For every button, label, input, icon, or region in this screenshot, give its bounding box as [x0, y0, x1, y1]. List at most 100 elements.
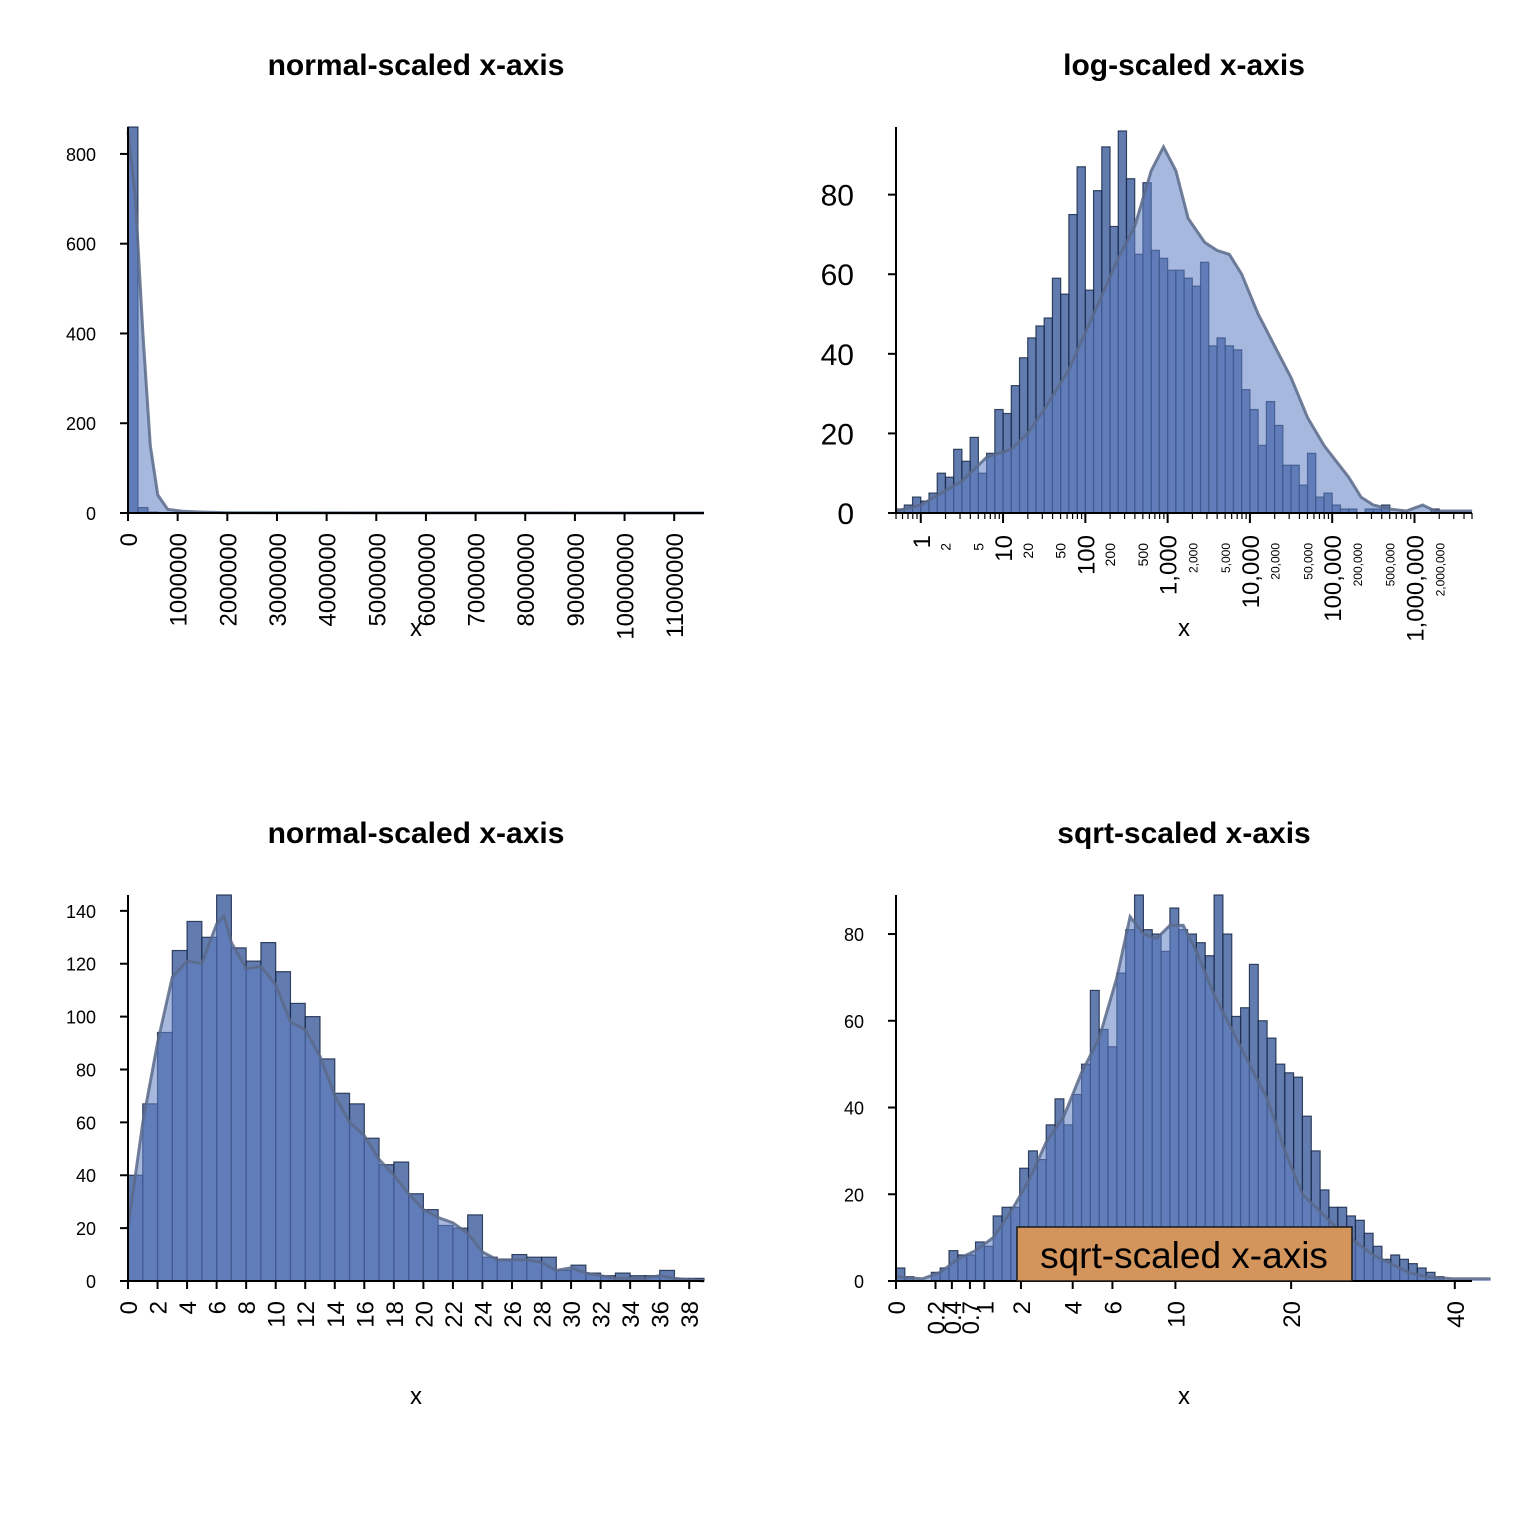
x-tick-label: 4: [175, 1301, 202, 1314]
y-tick-label: 100: [66, 1008, 96, 1028]
x-tick-label: 38: [677, 1301, 704, 1328]
x-tick-label: 0: [116, 1301, 143, 1314]
y-tick-label: 20: [76, 1219, 96, 1239]
x-tick-label: 3000000: [265, 533, 292, 626]
y-axis: 0 200 400 600 800: [66, 127, 129, 524]
x-tick-label: 16: [352, 1301, 379, 1328]
x-tick-label: 11000000: [662, 533, 689, 638]
x-tick-label: 2,000,000: [1433, 543, 1447, 597]
x-axis: 0 1000000 2000000 3000000 4000000 5000000 6000…: [116, 512, 704, 640]
y-tick-label: 0: [837, 498, 854, 531]
y-tick-label: 20: [821, 418, 854, 451]
x-tick-label: 1000000: [166, 533, 193, 626]
x-tick-label: 10000000: [613, 533, 640, 640]
x-tick-label: 100,000: [1320, 535, 1347, 622]
y-axis: 0 20 40 60 80: [844, 895, 897, 1292]
x-axis: 0 0.20.40.71 2 4 6 10 20 40: [884, 1280, 1472, 1334]
y-tick-label: 40: [821, 339, 854, 372]
y-tick-label: 0: [854, 1272, 864, 1292]
x-tick-label: 7000000: [464, 533, 491, 626]
y-tick-label: 120: [66, 955, 96, 975]
x-tick-label: 200: [1102, 543, 1118, 567]
x-tick-label: 100: [1073, 535, 1100, 575]
annotation-text: sqrt-scaled x-axis: [1040, 1235, 1328, 1276]
x-tick-label: 4: [1061, 1301, 1088, 1314]
y-tick-label: 80: [76, 1060, 96, 1080]
x-tick-label: 32: [589, 1301, 616, 1328]
x-tick-label: 0.7: [958, 1301, 985, 1334]
y-tick-label: 800: [66, 145, 96, 165]
x-tick-label: 0.4: [940, 1301, 967, 1334]
x-tick-label: 1: [972, 1301, 999, 1314]
y-tick-label: 0: [86, 504, 96, 524]
y-tick-label: 0: [86, 1272, 96, 1292]
x-tick-label: 34: [618, 1301, 645, 1328]
chart-title: sqrt-scaled x-axis: [1057, 817, 1310, 850]
x-tick-label: 1: [909, 535, 936, 548]
y-tick-label: 140: [66, 902, 96, 922]
x-tick-label: 14: [323, 1301, 350, 1328]
y-tick-label: 60: [821, 259, 854, 292]
annotation-box: sqrt-scaled x-axis: [1016, 1226, 1353, 1282]
x-tick-label: 18: [382, 1301, 409, 1328]
y-tick-label: 80: [844, 925, 864, 945]
x-tick-label: 24: [471, 1301, 498, 1328]
x-tick-label: 8: [234, 1301, 261, 1314]
x-tick-label: 30: [559, 1301, 586, 1328]
annotation-rect: [1016, 1226, 1353, 1282]
x-tick-label: 20: [1279, 1301, 1306, 1328]
y-tick-label: 400: [66, 324, 96, 344]
x-tick-label: 0: [884, 1301, 911, 1314]
x-tick-label: 10,000: [1238, 535, 1265, 608]
x-axis-label: x: [1178, 615, 1190, 642]
x-tick-label: 0: [116, 533, 143, 546]
x-tick-label: 9000000: [563, 533, 590, 626]
x-tick-label: 200,000: [1351, 543, 1365, 587]
x-tick-label: 10: [991, 535, 1018, 562]
density-line: [126, 131, 705, 515]
density-curve: [126, 131, 705, 515]
x-tick-label: 20: [1020, 543, 1036, 559]
x-tick-label: 4000000: [315, 533, 342, 626]
density-area: [128, 916, 704, 1281]
y-tick-label: 40: [844, 1099, 864, 1119]
density-line: [895, 143, 1473, 513]
density-line: [126, 913, 705, 1283]
x-tick-label: 8000000: [513, 533, 540, 626]
y-tick-label: 40: [76, 1166, 96, 1186]
x-axis-label: x: [410, 1383, 422, 1410]
x-tick-label: 20,000: [1269, 543, 1283, 580]
x-tick-label: 10: [264, 1301, 291, 1328]
y-tick-label: 60: [76, 1113, 96, 1133]
x-tick-label: 26: [500, 1301, 527, 1328]
x-tick-label: 10: [1163, 1301, 1190, 1328]
density-area: [896, 146, 1473, 513]
x-tick-label: 50,000: [1301, 543, 1315, 580]
y-axis: 0 20 40 60 80: [821, 127, 897, 531]
x-tick-label: 22: [441, 1301, 468, 1328]
y-tick-label: 60: [844, 1012, 864, 1032]
x-tick-label: 5,000: [1219, 543, 1233, 573]
x-tick-label: 500: [1135, 543, 1151, 567]
x-tick-label: 2000000: [215, 533, 242, 626]
x-tick-label: 50: [1053, 543, 1069, 559]
y-tick-label: 20: [844, 1185, 864, 1205]
x-tick-label: 5000000: [364, 533, 391, 626]
x-tick-label: 40: [1443, 1301, 1470, 1328]
chart-title: log-scaled x-axis: [1063, 49, 1305, 82]
x-tick-label: 2: [146, 1301, 173, 1314]
histogram-bars: [127, 126, 685, 514]
x-tick-label: 20: [411, 1301, 438, 1328]
x-tick-label: 12: [293, 1301, 320, 1328]
density-curve: [895, 913, 1491, 1281]
x-tick-label: 0.2: [924, 1301, 951, 1334]
density-curve: [895, 143, 1473, 513]
x-axis-label: x: [1178, 1383, 1190, 1410]
panel-normal-scaled-bottom: normal-scaled x-axis 020406080100120140 …: [66, 817, 705, 1410]
density-curve: [126, 913, 705, 1283]
y-tick-label: 600: [66, 235, 96, 255]
x-tick-label: 2: [1009, 1301, 1036, 1314]
